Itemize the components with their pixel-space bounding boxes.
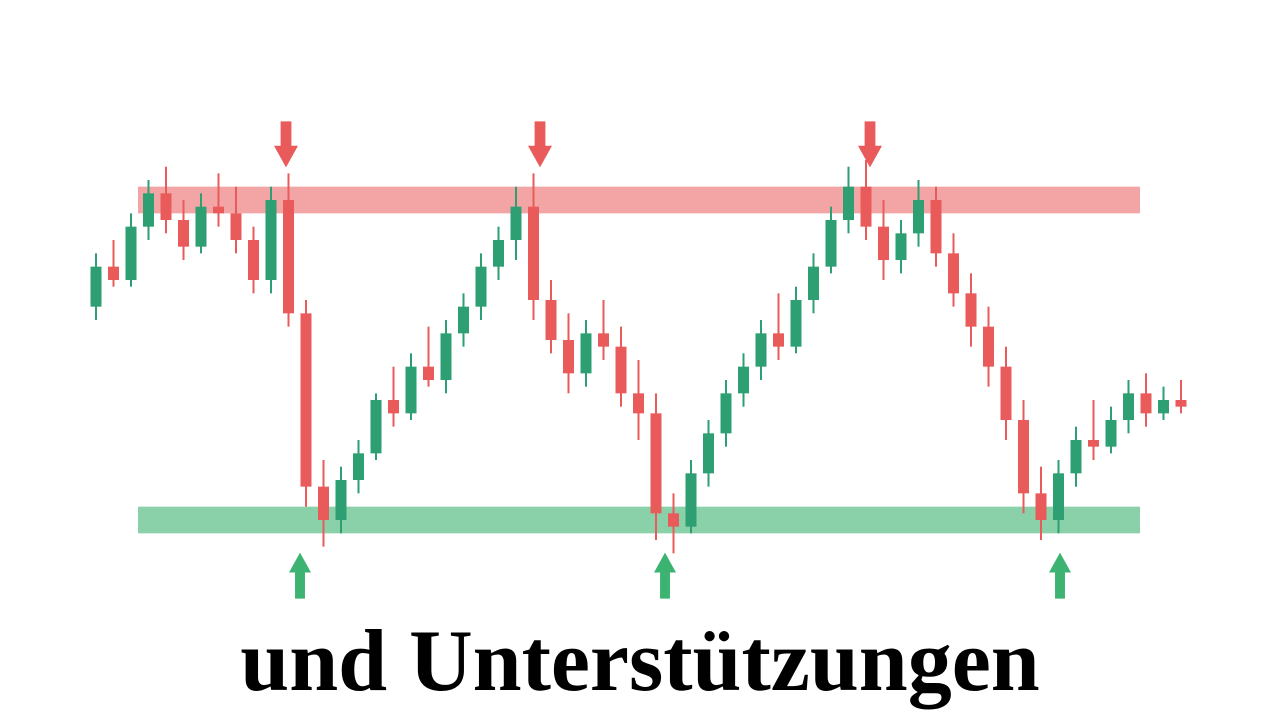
stage: Trade Widerstände und Unterstützungen — [0, 0, 1280, 720]
support-zone — [138, 507, 1140, 534]
title-bottom: und Unterstützungen — [0, 611, 1280, 712]
